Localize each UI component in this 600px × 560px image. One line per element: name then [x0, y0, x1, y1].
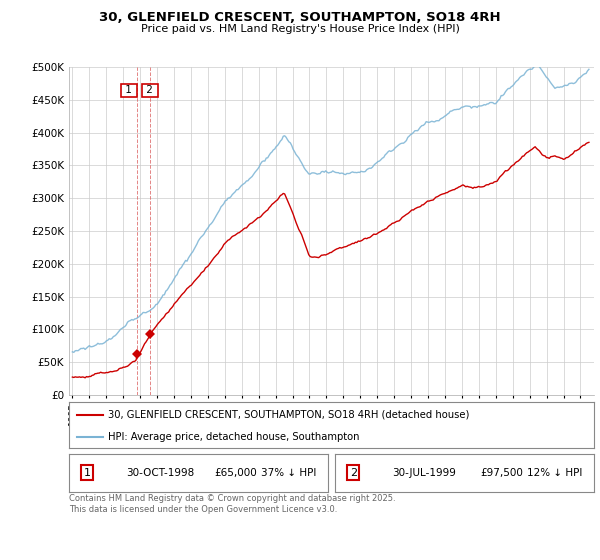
Text: £97,500: £97,500: [480, 468, 523, 478]
Text: 30, GLENFIELD CRESCENT, SOUTHAMPTON, SO18 4RH (detached house): 30, GLENFIELD CRESCENT, SOUTHAMPTON, SO1…: [109, 410, 470, 420]
Text: 37% ↓ HPI: 37% ↓ HPI: [260, 468, 316, 478]
Text: £65,000: £65,000: [214, 468, 257, 478]
Text: 1: 1: [122, 85, 136, 95]
Text: 30-JUL-1999: 30-JUL-1999: [392, 468, 456, 478]
Text: 1: 1: [83, 468, 91, 478]
Text: 30, GLENFIELD CRESCENT, SOUTHAMPTON, SO18 4RH: 30, GLENFIELD CRESCENT, SOUTHAMPTON, SO1…: [99, 11, 501, 24]
Text: 2: 2: [350, 468, 357, 478]
Text: Contains HM Land Registry data © Crown copyright and database right 2025.
This d: Contains HM Land Registry data © Crown c…: [69, 494, 395, 514]
Text: 30-OCT-1998: 30-OCT-1998: [126, 468, 194, 478]
Text: HPI: Average price, detached house, Southampton: HPI: Average price, detached house, Sout…: [109, 432, 360, 441]
Text: Price paid vs. HM Land Registry's House Price Index (HPI): Price paid vs. HM Land Registry's House …: [140, 24, 460, 34]
Text: 2: 2: [143, 85, 157, 95]
Text: 12% ↓ HPI: 12% ↓ HPI: [527, 468, 582, 478]
